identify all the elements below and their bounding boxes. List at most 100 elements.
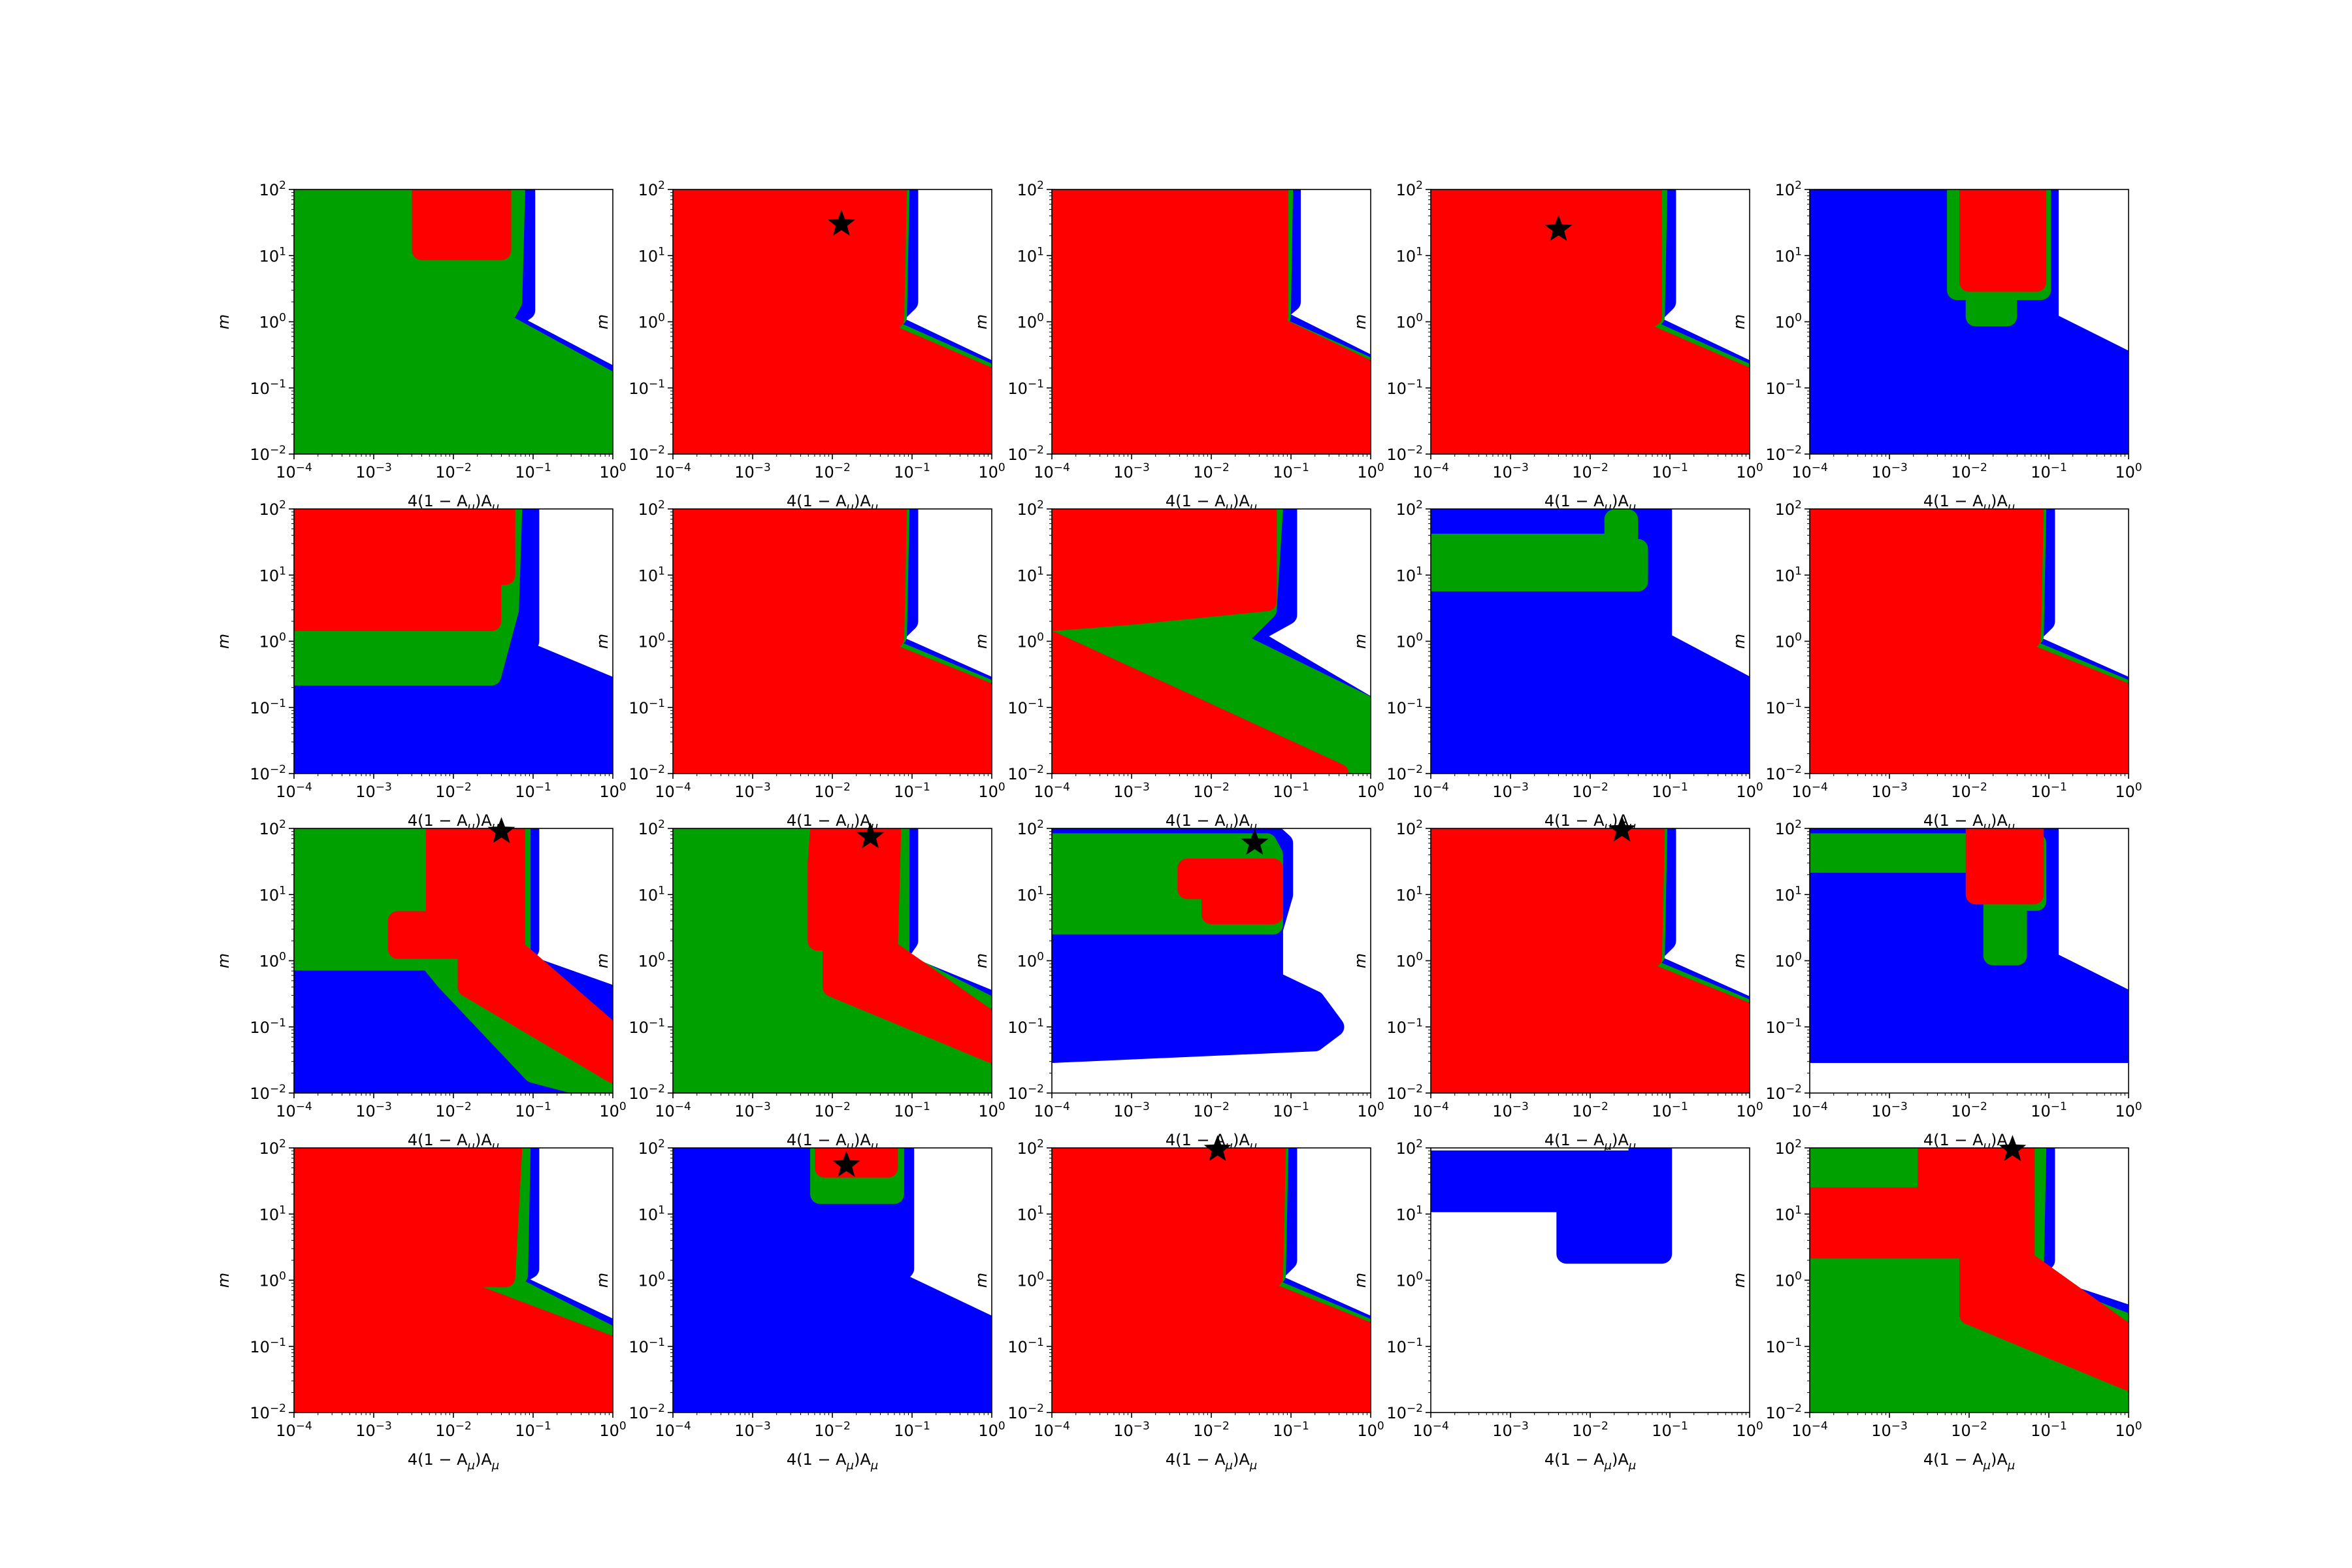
y-axis-label: m [214,953,233,968]
x-tick-label: 10−3 [1492,781,1529,801]
y-tick-label: 10−1 [629,697,665,717]
y-tick-label: 100 [1396,1270,1423,1290]
y-axis-label: m [214,314,233,329]
y-tick-label: 100 [1396,951,1423,971]
subplot-3-2: 10−4 10−3 10−2 10−1 10010−210−1100101102m4(1… [593,818,1005,1153]
x-tick-label: 10−4 [1791,781,1828,801]
region-layers [1431,1148,1673,1264]
y-axis-label: m [593,953,612,968]
y-tick-label: 10−2 [629,763,665,783]
subplot-2-2: 10−4 10−3 10−2 10−1 10010−210−1100101102m4(1… [593,498,1005,834]
x-tick-label: 10−2 [435,461,472,482]
x-tick-label: 10−4 [1791,1100,1828,1120]
x-axis-label: 4(1 − Aμ)Aμ [408,1131,499,1153]
x-tick-label: 10−1 [2031,461,2067,482]
red-region [1965,828,2044,905]
y-tick-label: 101 [1396,245,1423,265]
region-layers [294,509,613,774]
x-tick-label: 10−1 [515,1420,551,1440]
x-tick-label: 10−1 [894,1420,930,1440]
y-axis-label: m [1730,1273,1748,1288]
y-tick-label: 102 [259,1137,286,1158]
x-tick-label: 10−2 [1193,781,1230,801]
x-tick-label: 10−3 [355,781,392,801]
blue-region [673,1148,992,1413]
red-region [1052,189,1371,454]
y-tick-label: 10−1 [1007,1336,1044,1356]
x-tick-label: 100 [599,781,626,801]
x-tick-label: 10−1 [2031,1420,2067,1440]
y-tick-label: 100 [259,312,286,332]
x-tick-label: 10−2 [814,1100,851,1120]
y-axis-label: m [1351,953,1369,968]
y-tick-label: 100 [638,312,665,332]
x-tick-label: 10−2 [814,781,851,801]
red-region [1052,1148,1371,1413]
y-tick-label: 101 [1017,564,1044,585]
y-tick-label: 100 [259,1270,286,1290]
x-tick-label: 10−3 [1492,1420,1529,1440]
x-tick-label: 10−2 [435,1100,472,1120]
x-tick-label: 10−1 [515,461,551,482]
y-tick-label: 102 [1396,818,1423,838]
red-region [294,1148,613,1413]
y-tick-label: 101 [259,884,286,904]
x-tick-label: 100 [978,461,1005,482]
x-tick-label: 10−4 [276,461,312,482]
y-tick-label: 10−1 [1386,378,1423,398]
x-tick-label: 100 [978,1100,1005,1120]
x-tick-label: 100 [1357,1100,1384,1120]
x-tick-label: 100 [2115,1100,2142,1120]
region-layers [1431,509,1750,774]
y-tick-label: 10−1 [250,1336,286,1356]
x-axis-label: 4(1 − Aμ)Aμ [787,811,878,834]
y-tick-label: 101 [259,1203,286,1224]
x-tick-label: 10−1 [515,1100,551,1120]
y-axis-label: m [1351,634,1369,649]
y-tick-label: 10−2 [1007,763,1044,783]
region-layers [1052,509,1371,774]
x-tick-label: 10−3 [734,461,771,482]
x-tick-label: 100 [1357,461,1384,482]
subplot-panels: 10−4 10−3 10−2 10−1 10010−210−1100101102m4(1… [214,179,2142,1473]
x-tick-label: 10−3 [355,1100,392,1120]
y-tick-label: 102 [638,1137,665,1158]
region-layers [1810,828,2129,1063]
star-marker [832,1151,860,1177]
y-tick-label: 102 [1396,179,1423,199]
x-tick-label: 10−3 [1492,1100,1529,1120]
y-axis-label: m [1730,634,1748,649]
y-tick-label: 102 [1017,179,1044,199]
x-tick-label: 10−3 [1871,1100,1908,1120]
x-tick-label: 10−3 [1113,1420,1150,1440]
y-tick-label: 10−1 [629,378,665,398]
y-tick-label: 102 [1017,1137,1044,1158]
x-axis-label: 4(1 − Aμ)Aμ [1923,1450,2015,1473]
x-tick-label: 10−2 [1951,781,1987,801]
x-tick-label: 100 [1736,1420,1763,1440]
y-tick-label: 10−2 [250,1402,286,1422]
x-tick-label: 10−4 [655,1100,691,1120]
y-tick-label: 100 [638,1270,665,1290]
x-tick-label: 10−2 [435,781,472,801]
x-tick-label: 10−2 [1193,1420,1230,1440]
y-tick-label: 102 [1017,498,1044,519]
region-layers [1810,509,2129,774]
red-region [1052,631,1349,774]
region-layers [1052,189,1371,454]
y-tick-label: 101 [1017,1203,1044,1224]
x-tick-label: 10−3 [734,781,771,801]
y-axis-label: m [214,634,233,649]
subplot-1-2: 10−4 10−3 10−2 10−1 10010−210−1100101102m4(1… [593,179,1005,514]
x-tick-label: 10−4 [1413,461,1449,482]
y-tick-label: 100 [1775,312,1802,332]
y-axis-label: m [972,953,990,968]
y-tick-label: 100 [1017,951,1044,971]
y-tick-label: 100 [1017,631,1044,651]
region-layers [673,189,992,454]
x-tick-label: 10−3 [734,1420,771,1440]
y-tick-label: 101 [638,884,665,904]
subplot-1-4: 10−4 10−3 10−2 10−1 10010−210−1100101102m4(1… [1351,179,1763,514]
subplot-1-3: 10−4 10−3 10−2 10−1 10010−210−1100101102m4(1… [972,179,1384,514]
